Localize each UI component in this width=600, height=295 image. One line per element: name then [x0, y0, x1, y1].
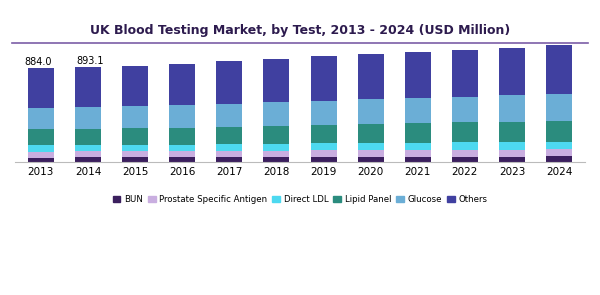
Bar: [311, 157, 337, 162]
Bar: [28, 145, 54, 152]
Bar: [263, 126, 289, 144]
Bar: [499, 142, 525, 150]
Bar: [358, 99, 383, 124]
Bar: [263, 102, 289, 126]
Bar: [263, 151, 289, 157]
Bar: [75, 151, 101, 158]
Bar: [75, 107, 101, 129]
Bar: [311, 150, 337, 157]
Bar: [499, 122, 525, 142]
Bar: [405, 150, 431, 157]
Bar: [546, 94, 572, 121]
Bar: [452, 150, 478, 157]
Bar: [358, 157, 383, 162]
Bar: [358, 143, 383, 150]
Bar: [122, 106, 148, 128]
Bar: [452, 122, 478, 142]
Bar: [217, 127, 242, 144]
Bar: [311, 143, 337, 150]
Bar: [405, 98, 431, 123]
Bar: [499, 96, 525, 122]
Bar: [28, 152, 54, 158]
Bar: [358, 150, 383, 157]
Bar: [217, 144, 242, 151]
Bar: [263, 157, 289, 162]
Bar: [122, 151, 148, 157]
Bar: [75, 158, 101, 162]
Bar: [217, 61, 242, 104]
Bar: [75, 67, 101, 107]
Bar: [122, 145, 148, 151]
Bar: [263, 144, 289, 151]
Bar: [499, 157, 525, 162]
Bar: [311, 125, 337, 143]
Bar: [546, 156, 572, 162]
Bar: [311, 101, 337, 125]
Bar: [405, 142, 431, 150]
Bar: [546, 121, 572, 142]
Bar: [28, 158, 54, 162]
Bar: [452, 157, 478, 162]
Legend: BUN, Prostate Specific Antigen, Direct LDL, Lipid Panel, Glucose, Others: BUN, Prostate Specific Antigen, Direct L…: [109, 191, 491, 207]
Bar: [169, 157, 195, 162]
Bar: [546, 142, 572, 149]
Bar: [452, 97, 478, 122]
Bar: [122, 128, 148, 145]
Bar: [311, 56, 337, 101]
Bar: [169, 105, 195, 128]
Bar: [546, 45, 572, 94]
Bar: [217, 157, 242, 162]
Bar: [122, 157, 148, 162]
Bar: [358, 124, 383, 143]
Title: UK Blood Testing Market, by Test, 2013 - 2024 (USD Million): UK Blood Testing Market, by Test, 2013 -…: [90, 24, 510, 37]
Bar: [122, 66, 148, 106]
Text: 893.1: 893.1: [77, 56, 104, 66]
Bar: [546, 149, 572, 156]
Text: 884.0: 884.0: [25, 57, 52, 67]
Bar: [499, 48, 525, 96]
Bar: [263, 58, 289, 102]
Bar: [169, 64, 195, 105]
Bar: [358, 55, 383, 99]
Bar: [217, 104, 242, 127]
Bar: [75, 145, 101, 151]
Bar: [452, 142, 478, 150]
Bar: [169, 151, 195, 157]
Bar: [169, 128, 195, 145]
Bar: [499, 150, 525, 157]
Bar: [169, 145, 195, 151]
Bar: [405, 123, 431, 142]
Bar: [28, 108, 54, 130]
Bar: [28, 68, 54, 108]
Bar: [217, 151, 242, 157]
Bar: [405, 52, 431, 98]
Bar: [405, 157, 431, 162]
Bar: [452, 50, 478, 97]
Bar: [28, 130, 54, 145]
Bar: [75, 129, 101, 145]
